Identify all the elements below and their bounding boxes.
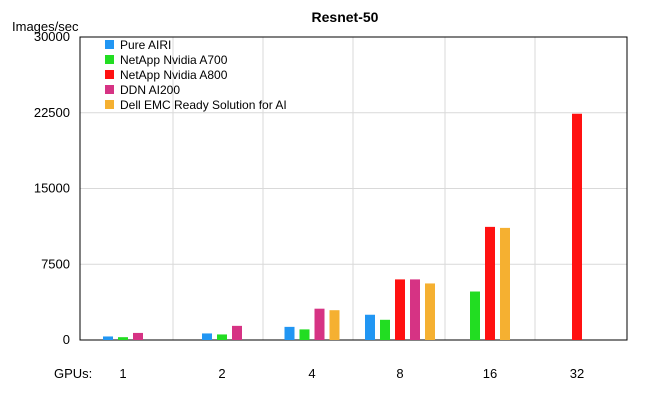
- x-tick-label: 8: [396, 366, 403, 381]
- bar-netapp-nvidia-a800-32-gpus: [572, 113, 582, 340]
- bar-ddn-ai200-4-gpus: [314, 308, 325, 340]
- legend-swatch: [105, 55, 114, 64]
- legend-swatch: [105, 40, 114, 49]
- bar-dell-emc-ready-solution-for-ai-4-gpus: [329, 310, 340, 340]
- bar-ddn-ai200-8-gpus: [410, 279, 420, 340]
- bar-ddn-ai200-2-gpus: [232, 325, 242, 340]
- x-axis-label: GPUs:: [54, 366, 92, 381]
- bar-netapp-nvidia-a700-1-gpus: [118, 337, 128, 340]
- x-tick-label: 16: [483, 366, 497, 381]
- bar-netapp-nvidia-a800-8-gpus: [395, 279, 405, 340]
- legend-label: DDN AI200: [120, 83, 180, 97]
- legend-swatch: [105, 100, 114, 109]
- bars-layer: [103, 113, 582, 340]
- bar-pure-airi-4-gpus: [284, 326, 295, 340]
- legend-label: NetApp Nvidia A800: [120, 68, 228, 82]
- legend-swatch: [105, 70, 114, 79]
- bar-pure-airi-1-gpus: [103, 336, 113, 340]
- y-tick-label: 0: [63, 332, 70, 347]
- y-axis-ticks: 0 7500 15000 22500 30000: [34, 29, 70, 347]
- bar-netapp-nvidia-a700-16-gpus: [470, 291, 480, 340]
- x-axis-ticks: 1 2 4 8 16 32: [119, 366, 584, 381]
- x-tick-label: 32: [570, 366, 584, 381]
- legend-label: NetApp Nvidia A700: [120, 53, 228, 67]
- bar-ddn-ai200-1-gpus: [133, 332, 143, 340]
- x-tick-label: 2: [218, 366, 225, 381]
- y-tick-label: 22500: [34, 105, 70, 120]
- grid-lines: [80, 37, 627, 340]
- bar-netapp-nvidia-a700-4-gpus: [299, 329, 310, 340]
- bar-pure-airi-8-gpus: [365, 314, 375, 340]
- bar-dell-emc-ready-solution-for-ai-8-gpus: [425, 283, 435, 340]
- legend-label: Pure AIRI: [120, 38, 171, 52]
- chart-title: Resnet-50: [312, 9, 379, 25]
- legend-label: Dell EMC Ready Solution for AI: [120, 98, 287, 112]
- bar-netapp-nvidia-a700-8-gpus: [380, 319, 390, 340]
- y-tick-label: 7500: [41, 256, 70, 271]
- x-tick-label: 1: [119, 366, 126, 381]
- bar-netapp-nvidia-a800-16-gpus: [485, 226, 495, 340]
- legend-swatch: [105, 85, 114, 94]
- plot-area-frame: [79, 36, 628, 341]
- bar-dell-emc-ready-solution-for-ai-16-gpus: [500, 227, 510, 340]
- y-tick-label: 15000: [34, 181, 70, 196]
- y-tick-label: 30000: [34, 29, 70, 44]
- bar-pure-airi-2-gpus: [202, 333, 212, 340]
- y-axis-label: Images/sec: [12, 19, 79, 34]
- x-tick-label: 4: [308, 366, 315, 381]
- bar-netapp-nvidia-a700-2-gpus: [217, 334, 227, 340]
